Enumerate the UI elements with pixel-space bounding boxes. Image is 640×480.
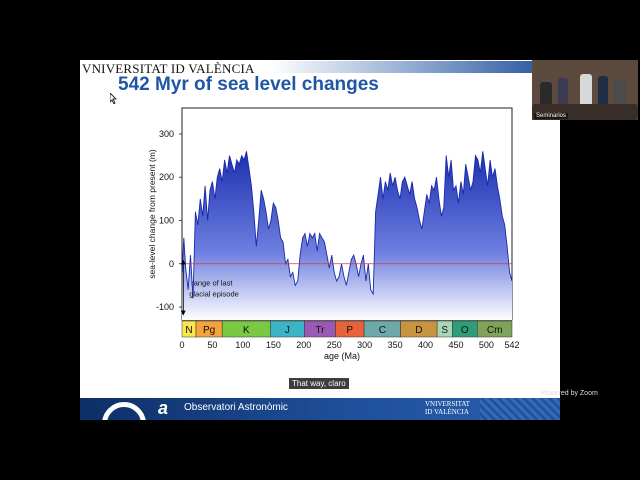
y-tick-label: -100 [156, 302, 174, 312]
x-tick-label: 100 [235, 340, 250, 350]
header-bar [270, 61, 560, 73]
period-label: S [441, 325, 448, 336]
presentation-slide: VNIVERSITAT ID VALÈNCIA 542 Myr of sea l… [80, 60, 560, 420]
footer-pattern [480, 398, 560, 420]
y-tick-label: 100 [159, 215, 174, 225]
x-tick-label: 250 [327, 340, 342, 350]
y-tick-label: 200 [159, 172, 174, 182]
observatory-logo-ring [102, 402, 146, 420]
mouse-cursor-icon [110, 93, 117, 104]
y-axis-label: sea-level change from present (m) [147, 149, 157, 279]
observatory-a-icon: a [158, 398, 169, 418]
x-tick-label: 542 [504, 340, 519, 350]
x-tick-label: 350 [388, 340, 403, 350]
period-label: K [243, 325, 250, 336]
zoom-watermark: Powered by Zoom [541, 390, 598, 397]
person-silhouette [614, 80, 626, 110]
x-tick-label: 400 [418, 340, 433, 350]
footer-label: Observatori Astronòmic [184, 402, 288, 413]
university-logo: VNIVERSITAT ID VALÈNCIA [82, 61, 255, 76]
person-silhouette [580, 74, 592, 110]
participant-name-label: Seminarios [534, 113, 569, 119]
period-label: O [461, 325, 469, 336]
x-tick-label: 200 [296, 340, 311, 350]
slide-footer: a Observatori Astronòmic VNIVERSITAT ID … [80, 398, 560, 420]
footer-university-logo: VNIVERSITAT ID VALÈNCIA [425, 400, 470, 416]
sea-level-line [181, 151, 513, 299]
x-axis-label: age (Ma) [324, 351, 360, 361]
person-silhouette [540, 82, 552, 110]
x-tick-label: 450 [448, 340, 463, 350]
y-tick-label: 300 [159, 129, 174, 139]
period-label: J [285, 325, 290, 336]
period-label: Pg [203, 325, 215, 336]
x-tick-label: 150 [266, 340, 281, 350]
sea-level-area [182, 151, 512, 320]
x-tick-label: 0 [179, 340, 184, 350]
y-tick-label: 0 [169, 259, 174, 269]
x-tick-label: 50 [207, 340, 217, 350]
annotation-line-1: range of last [191, 278, 233, 287]
period-label: D [415, 325, 422, 336]
annotation-line-2: glacial episode [189, 290, 239, 299]
arrow-head-up [180, 259, 186, 265]
person-silhouette [558, 78, 568, 110]
period-label: N [185, 325, 192, 336]
period-label: Tr [315, 325, 325, 336]
x-tick-label: 300 [357, 340, 372, 350]
x-tick-label: 500 [479, 340, 494, 350]
person-silhouette [598, 76, 608, 110]
period-label: P [346, 325, 353, 336]
caption-subtitle: That way, claro [289, 378, 349, 389]
period-label: C [379, 325, 386, 336]
slide-title: 542 Myr of sea level changes [118, 74, 379, 95]
arrow-head-down [180, 310, 186, 316]
period-label: Cm [487, 325, 503, 336]
period-box [477, 320, 513, 338]
participant-video-tile[interactable]: Seminarios [532, 60, 638, 120]
